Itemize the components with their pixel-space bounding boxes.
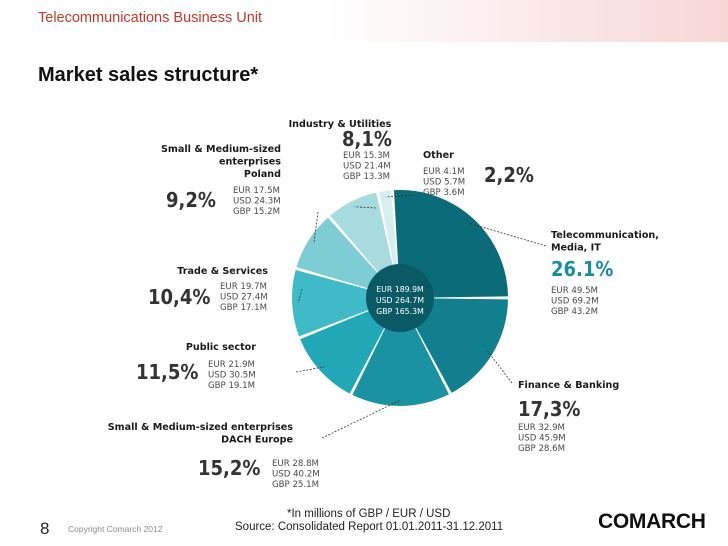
slice-small-medium-sized-enterprises-dach-europe [352,324,449,406]
source-note: Source: Consolidated Report 01.01.2011-3… [235,521,504,533]
comarch-logo: COMARCH [598,510,706,533]
leader-small-medium-sized-enterprises-poland [313,211,319,244]
label-pct-telecommunication-media-it: 26.1% [551,257,613,281]
center-total-eur: EUR 189.9M [376,285,424,294]
label-eur-industry-utilities: EUR 15.3M [343,151,390,161]
label-usd-small-medium-sized-enterprises-poland: USD 24.3M [233,197,281,207]
label-name-industry-utilities: Industry & Utilities [289,119,392,130]
leader-small-medium-sized-enterprises-dach-europe [321,399,401,439]
label-pct-trade-services: 10,4% [148,285,210,309]
slice-finance-banking [414,298,508,393]
slice-other [379,190,398,269]
center-total-gbp: GBP 165.3M [376,307,424,316]
label-gbp-small-medium-sized-enterprises-dach-europe: GBP 25.1M [272,480,319,490]
slice-small-medium-sized-enterprises-poland [296,217,380,290]
label-usd-trade-services: USD 27.4M [220,293,268,303]
label-usd-industry-utilities: USD 21.4M [343,162,391,172]
label-usd-telecommunication-media-it: USD 69.2M [551,297,599,307]
label-pct-small-medium-sized-enterprises-poland: 9,2% [166,188,216,212]
label-pct-public-sector: 11,5% [136,360,198,384]
label-pct-other: 2,2% [484,163,534,187]
label-gbp-telecommunication-media-it: GBP 43.2M [551,307,598,317]
label-usd-other: USD 5.7M [423,178,465,188]
leader-trade-services [297,288,303,304]
label-pct-small-medium-sized-enterprises-dach-europe: 15,2% [198,456,260,480]
label-name-telecommunication-media-it: Media, IT [551,243,601,254]
label-name-small-medium-sized-enterprises-poland: enterprises [219,157,281,168]
label-eur-trade-services: EUR 19.7M [220,282,267,292]
header-bar [0,0,728,42]
slice-industry-utilities [330,192,394,276]
label-gbp-finance-banking: GBP 28.6M [518,444,565,454]
label-pct-finance-banking: 17,3% [518,397,580,421]
label-name-telecommunication-media-it: Telecommunication, [551,230,659,241]
center-total-usd: USD 264.7M [376,296,424,305]
leader-public-sector [295,366,325,373]
label-eur-small-medium-sized-enterprises-dach-europe: EUR 28.8M [272,459,319,469]
slice-telecommunication-media-it [393,190,508,298]
leader-industry-utilities [354,206,377,209]
business-unit-label: Telecommunications Business Unit [38,10,263,26]
label-name-trade-services: Trade & Services [177,266,268,277]
donut-center [366,264,434,332]
label-name-small-medium-sized-enterprises-poland: Poland [244,169,281,180]
label-pct-industry-utilities: 8,1% [342,127,392,151]
units-note: *In millions of GBP / EUR / USD [287,508,451,520]
page-number: 8 [40,519,50,538]
copyright-text: Copyright Comarch 2012 [68,524,163,534]
leader-other [385,194,415,198]
label-eur-telecommunication-media-it: EUR 49.5M [551,286,598,296]
label-gbp-other: GBP 3.6M [423,188,465,198]
label-usd-public-sector: USD 30.5M [208,371,256,381]
label-eur-other: EUR 4.1M [423,167,465,177]
label-gbp-trade-services: GBP 17.1M [220,303,267,313]
slice-trade-services [292,270,372,337]
label-name-small-medium-sized-enterprises-dach-europe: DACH Europe [221,435,293,446]
label-name-public-sector: Public sector [186,342,256,353]
slice-public-sector [300,309,387,394]
label-usd-small-medium-sized-enterprises-dach-europe: USD 40.2M [272,470,320,480]
label-eur-finance-banking: EUR 32.9M [518,423,565,433]
label-gbp-public-sector: GBP 19.1M [208,381,255,391]
label-name-small-medium-sized-enterprises-poland: Small & Medium-sized [161,144,281,155]
label-gbp-industry-utilities: GBP 13.3M [343,172,390,182]
label-gbp-small-medium-sized-enterprises-poland: GBP 15.2M [233,207,280,217]
label-name-finance-banking: Finance & Banking [518,380,619,391]
page-title: Market sales structure* [38,64,259,86]
leader-telecommunication-media-it [469,222,547,247]
label-name-other: Other [423,150,454,161]
label-name-small-medium-sized-enterprises-dach-europe: Small & Medium-sized enterprises [108,422,294,433]
label-eur-small-medium-sized-enterprises-poland: EUR 17.5M [233,186,280,196]
label-usd-finance-banking: USD 45.9M [518,434,566,444]
label-eur-public-sector: EUR 21.9M [208,360,255,370]
